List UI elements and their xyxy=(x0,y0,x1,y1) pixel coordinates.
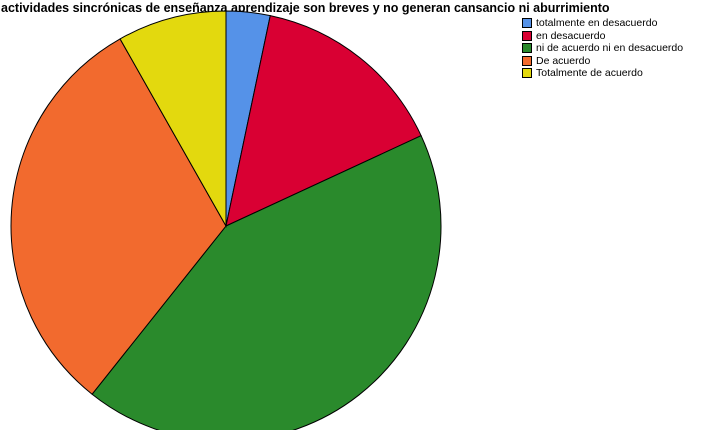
legend-label: en desacuerdo xyxy=(536,29,606,42)
legend: totalmente en desacuerdo en desacuerdo ni … xyxy=(522,17,683,80)
pie-slice-1 xyxy=(225,15,422,227)
chart-title: Las actividades sincrónicas de enseñanza… xyxy=(0,1,610,15)
legend-item-1: en desacuerdo xyxy=(522,30,683,43)
legend-swatch xyxy=(522,55,532,66)
legend-label: Totalmente de acuerdo xyxy=(536,67,643,80)
legend-label: ni de acuerdo ni en desacuerdo xyxy=(536,42,684,55)
legend-swatch xyxy=(522,18,532,29)
legend-label: De acuerdo xyxy=(536,54,591,67)
legend-swatch xyxy=(522,30,532,41)
legend-item-2: ni de acuerdo ni en desacuerdo xyxy=(522,42,683,55)
pie-slice-4 xyxy=(119,10,227,228)
legend-item-4: Totalmente de acuerdo xyxy=(522,67,683,80)
legend-item-0: totalmente en desacuerdo xyxy=(522,17,683,30)
legend-swatch xyxy=(522,43,532,54)
pie-slice-3 xyxy=(10,38,227,395)
pie-slice-2 xyxy=(91,135,442,430)
legend-label: totalmente en desacuerdo xyxy=(536,17,658,30)
legend-item-3: De acuerdo xyxy=(522,55,683,68)
legend-swatch xyxy=(522,68,532,79)
